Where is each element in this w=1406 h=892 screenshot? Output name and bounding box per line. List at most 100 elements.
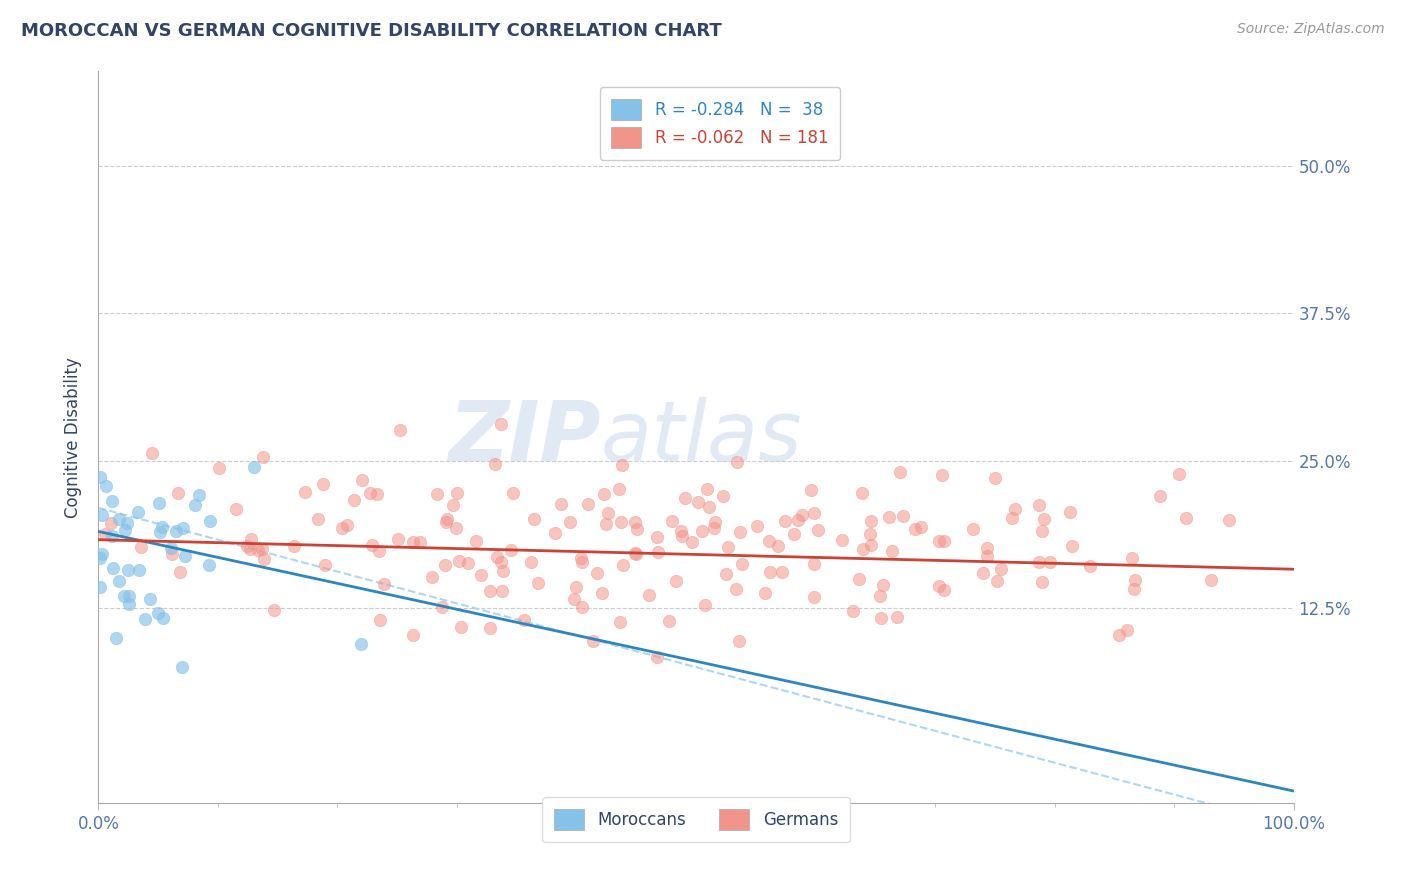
Point	[486, 550, 509, 565]
Point	[731, 558, 754, 572]
Point	[564, 580, 586, 594]
Point	[571, 555, 593, 569]
Point	[725, 582, 748, 596]
Point	[1028, 498, 1050, 512]
Point	[160, 548, 183, 562]
Point	[931, 468, 953, 483]
Point	[934, 582, 956, 597]
Point	[184, 498, 207, 512]
Point	[860, 514, 883, 528]
Point	[1031, 524, 1053, 539]
Point	[783, 527, 806, 541]
Point	[609, 615, 631, 629]
Point	[283, 539, 305, 553]
Point	[610, 458, 633, 472]
Point	[94, 526, 117, 541]
Point	[457, 556, 479, 570]
Point	[609, 515, 631, 529]
Point	[360, 538, 382, 552]
Point	[904, 522, 927, 536]
Point	[1031, 575, 1053, 590]
Point	[350, 636, 373, 650]
Point	[831, 533, 853, 547]
Point	[501, 543, 523, 558]
Point	[174, 549, 197, 563]
Point	[1122, 582, 1144, 596]
Point	[984, 471, 1007, 485]
Point	[513, 613, 536, 627]
Point	[243, 459, 266, 474]
Point	[714, 567, 737, 582]
Point	[492, 564, 515, 578]
Text: Source: ZipAtlas.com: Source: ZipAtlas.com	[1237, 22, 1385, 37]
Point	[89, 581, 111, 595]
Point	[148, 496, 170, 510]
Point	[872, 578, 894, 592]
Point	[520, 555, 543, 569]
Point	[491, 584, 513, 599]
Point	[786, 513, 808, 527]
Point	[225, 502, 247, 516]
Point	[803, 506, 825, 520]
Point	[558, 515, 581, 529]
Point	[101, 561, 124, 575]
Point	[470, 568, 492, 582]
Point	[647, 545, 669, 559]
Point	[728, 525, 751, 540]
Point	[89, 470, 111, 484]
Point	[141, 446, 163, 460]
Point	[108, 512, 131, 526]
Point	[623, 546, 645, 560]
Point	[252, 450, 274, 464]
Point	[167, 486, 190, 500]
Point	[247, 543, 270, 558]
Point	[434, 515, 457, 529]
Point	[934, 533, 956, 548]
Point	[1108, 628, 1130, 642]
Point	[172, 521, 194, 535]
Point	[464, 534, 486, 549]
Point	[773, 514, 796, 528]
Point	[479, 621, 502, 635]
Point	[100, 529, 122, 543]
Point	[626, 547, 648, 561]
Point	[252, 551, 274, 566]
Point	[1028, 555, 1050, 569]
Point	[569, 551, 592, 566]
Point	[976, 549, 998, 564]
Point	[1149, 489, 1171, 503]
Point	[586, 566, 609, 580]
Point	[697, 500, 720, 515]
Point	[928, 579, 950, 593]
Point	[661, 514, 683, 528]
Point	[859, 538, 882, 552]
Point	[803, 557, 825, 571]
Point	[402, 535, 425, 549]
Point	[1116, 623, 1139, 637]
Point	[314, 558, 336, 573]
Point	[149, 524, 172, 539]
Point	[166, 524, 188, 539]
Point	[90, 508, 112, 523]
Point	[595, 516, 617, 531]
Text: MOROCCAN VS GERMAN COGNITIVE DISABILITY CORRELATION CHART: MOROCCAN VS GERMAN COGNITIVE DISABILITY …	[21, 22, 721, 40]
Point	[343, 493, 366, 508]
Point	[491, 555, 513, 569]
Point	[658, 615, 681, 629]
Point	[928, 533, 950, 548]
Point	[671, 529, 693, 543]
Point	[89, 550, 111, 565]
Point	[208, 460, 231, 475]
Point	[366, 487, 388, 501]
Point	[312, 476, 335, 491]
Point	[638, 588, 661, 602]
Point	[502, 486, 524, 500]
Point	[770, 565, 793, 579]
Point	[703, 521, 725, 535]
Point	[582, 633, 605, 648]
Point	[807, 523, 830, 537]
Point	[728, 633, 751, 648]
Point	[169, 565, 191, 579]
Point	[1125, 573, 1147, 587]
Point	[607, 483, 630, 497]
